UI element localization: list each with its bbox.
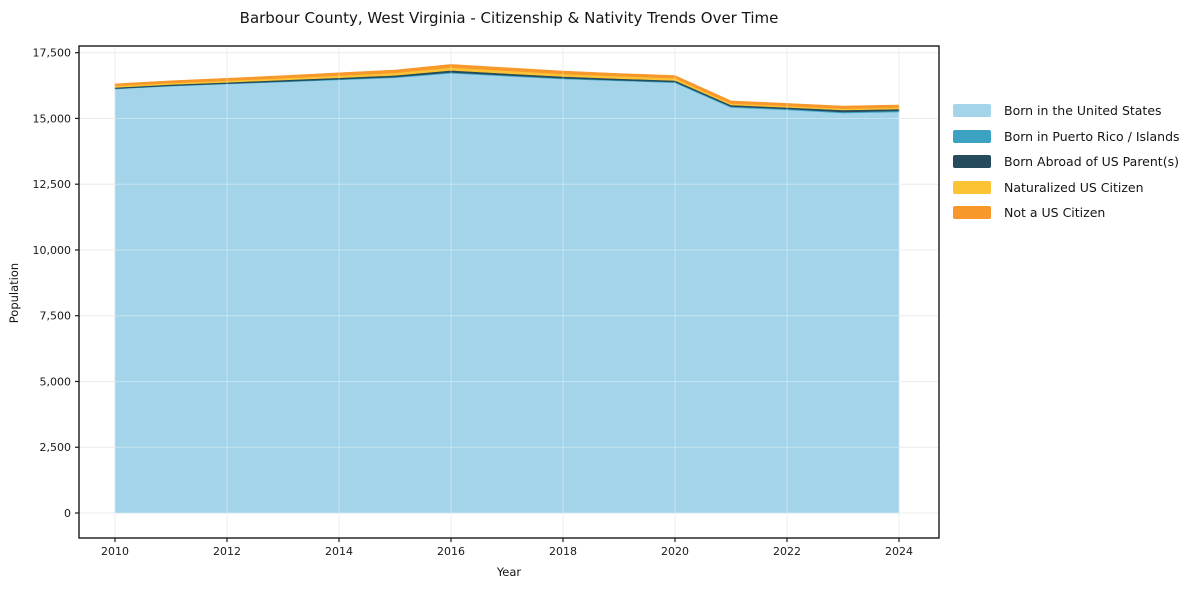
x-tick-label: 2010 <box>101 545 129 558</box>
legend-label: Born Abroad of US Parent(s) <box>1004 154 1179 169</box>
legend-item-1: Born in the United States <box>953 103 1180 118</box>
y-tick-label: 5,000 <box>40 375 72 388</box>
y-tick-label: 7,500 <box>40 310 72 323</box>
legend-swatch-icon <box>953 155 991 168</box>
area-series-5 <box>114 64 900 109</box>
legend-label: Born in Puerto Rico / Islands <box>1004 128 1180 144</box>
legend-swatch-icon <box>953 206 991 219</box>
x-tick-label: 2020 <box>661 545 689 558</box>
legend-item-4: Naturalized US Citizen <box>953 179 1180 195</box>
legend-swatch-icon <box>953 129 991 143</box>
y-axis-label: Population <box>7 262 21 324</box>
y-tick-label: 0 <box>64 507 71 520</box>
y-tick-label: 2,500 <box>40 441 72 454</box>
legend-label: Not a US Citizen <box>1004 205 1106 220</box>
y-tick-label: 10,000 <box>33 244 72 257</box>
x-tick-label: 2022 <box>773 545 801 558</box>
legend-label: Born in the United States <box>1004 103 1162 118</box>
x-tick-label: 2018 <box>549 545 577 558</box>
legend-swatch-icon <box>953 104 991 117</box>
x-axis-label: Year <box>496 565 522 579</box>
x-tick-label: 2016 <box>437 545 465 558</box>
x-tick-label: 2012 <box>213 545 241 558</box>
y-tick-label: 17,500 <box>33 47 72 60</box>
x-tick-label: 2014 <box>325 545 353 558</box>
legend-item-3: Born Abroad of US Parent(s) <box>953 154 1180 169</box>
chart-legend: Born in the United States Born in Puerto … <box>953 103 1180 232</box>
legend-label: Naturalized US Citizen <box>1004 179 1144 195</box>
y-tick-label: 15,000 <box>33 112 72 125</box>
x-tick-label: 2024 <box>885 545 913 558</box>
chart-title: Barbour County, West Virginia - Citizens… <box>239 9 779 27</box>
y-tick-label: 12,500 <box>33 178 72 191</box>
legend-swatch-icon <box>953 180 991 194</box>
legend-item-5: Not a US Citizen <box>953 205 1180 220</box>
legend-item-2: Born in Puerto Rico / Islands <box>953 128 1180 144</box>
